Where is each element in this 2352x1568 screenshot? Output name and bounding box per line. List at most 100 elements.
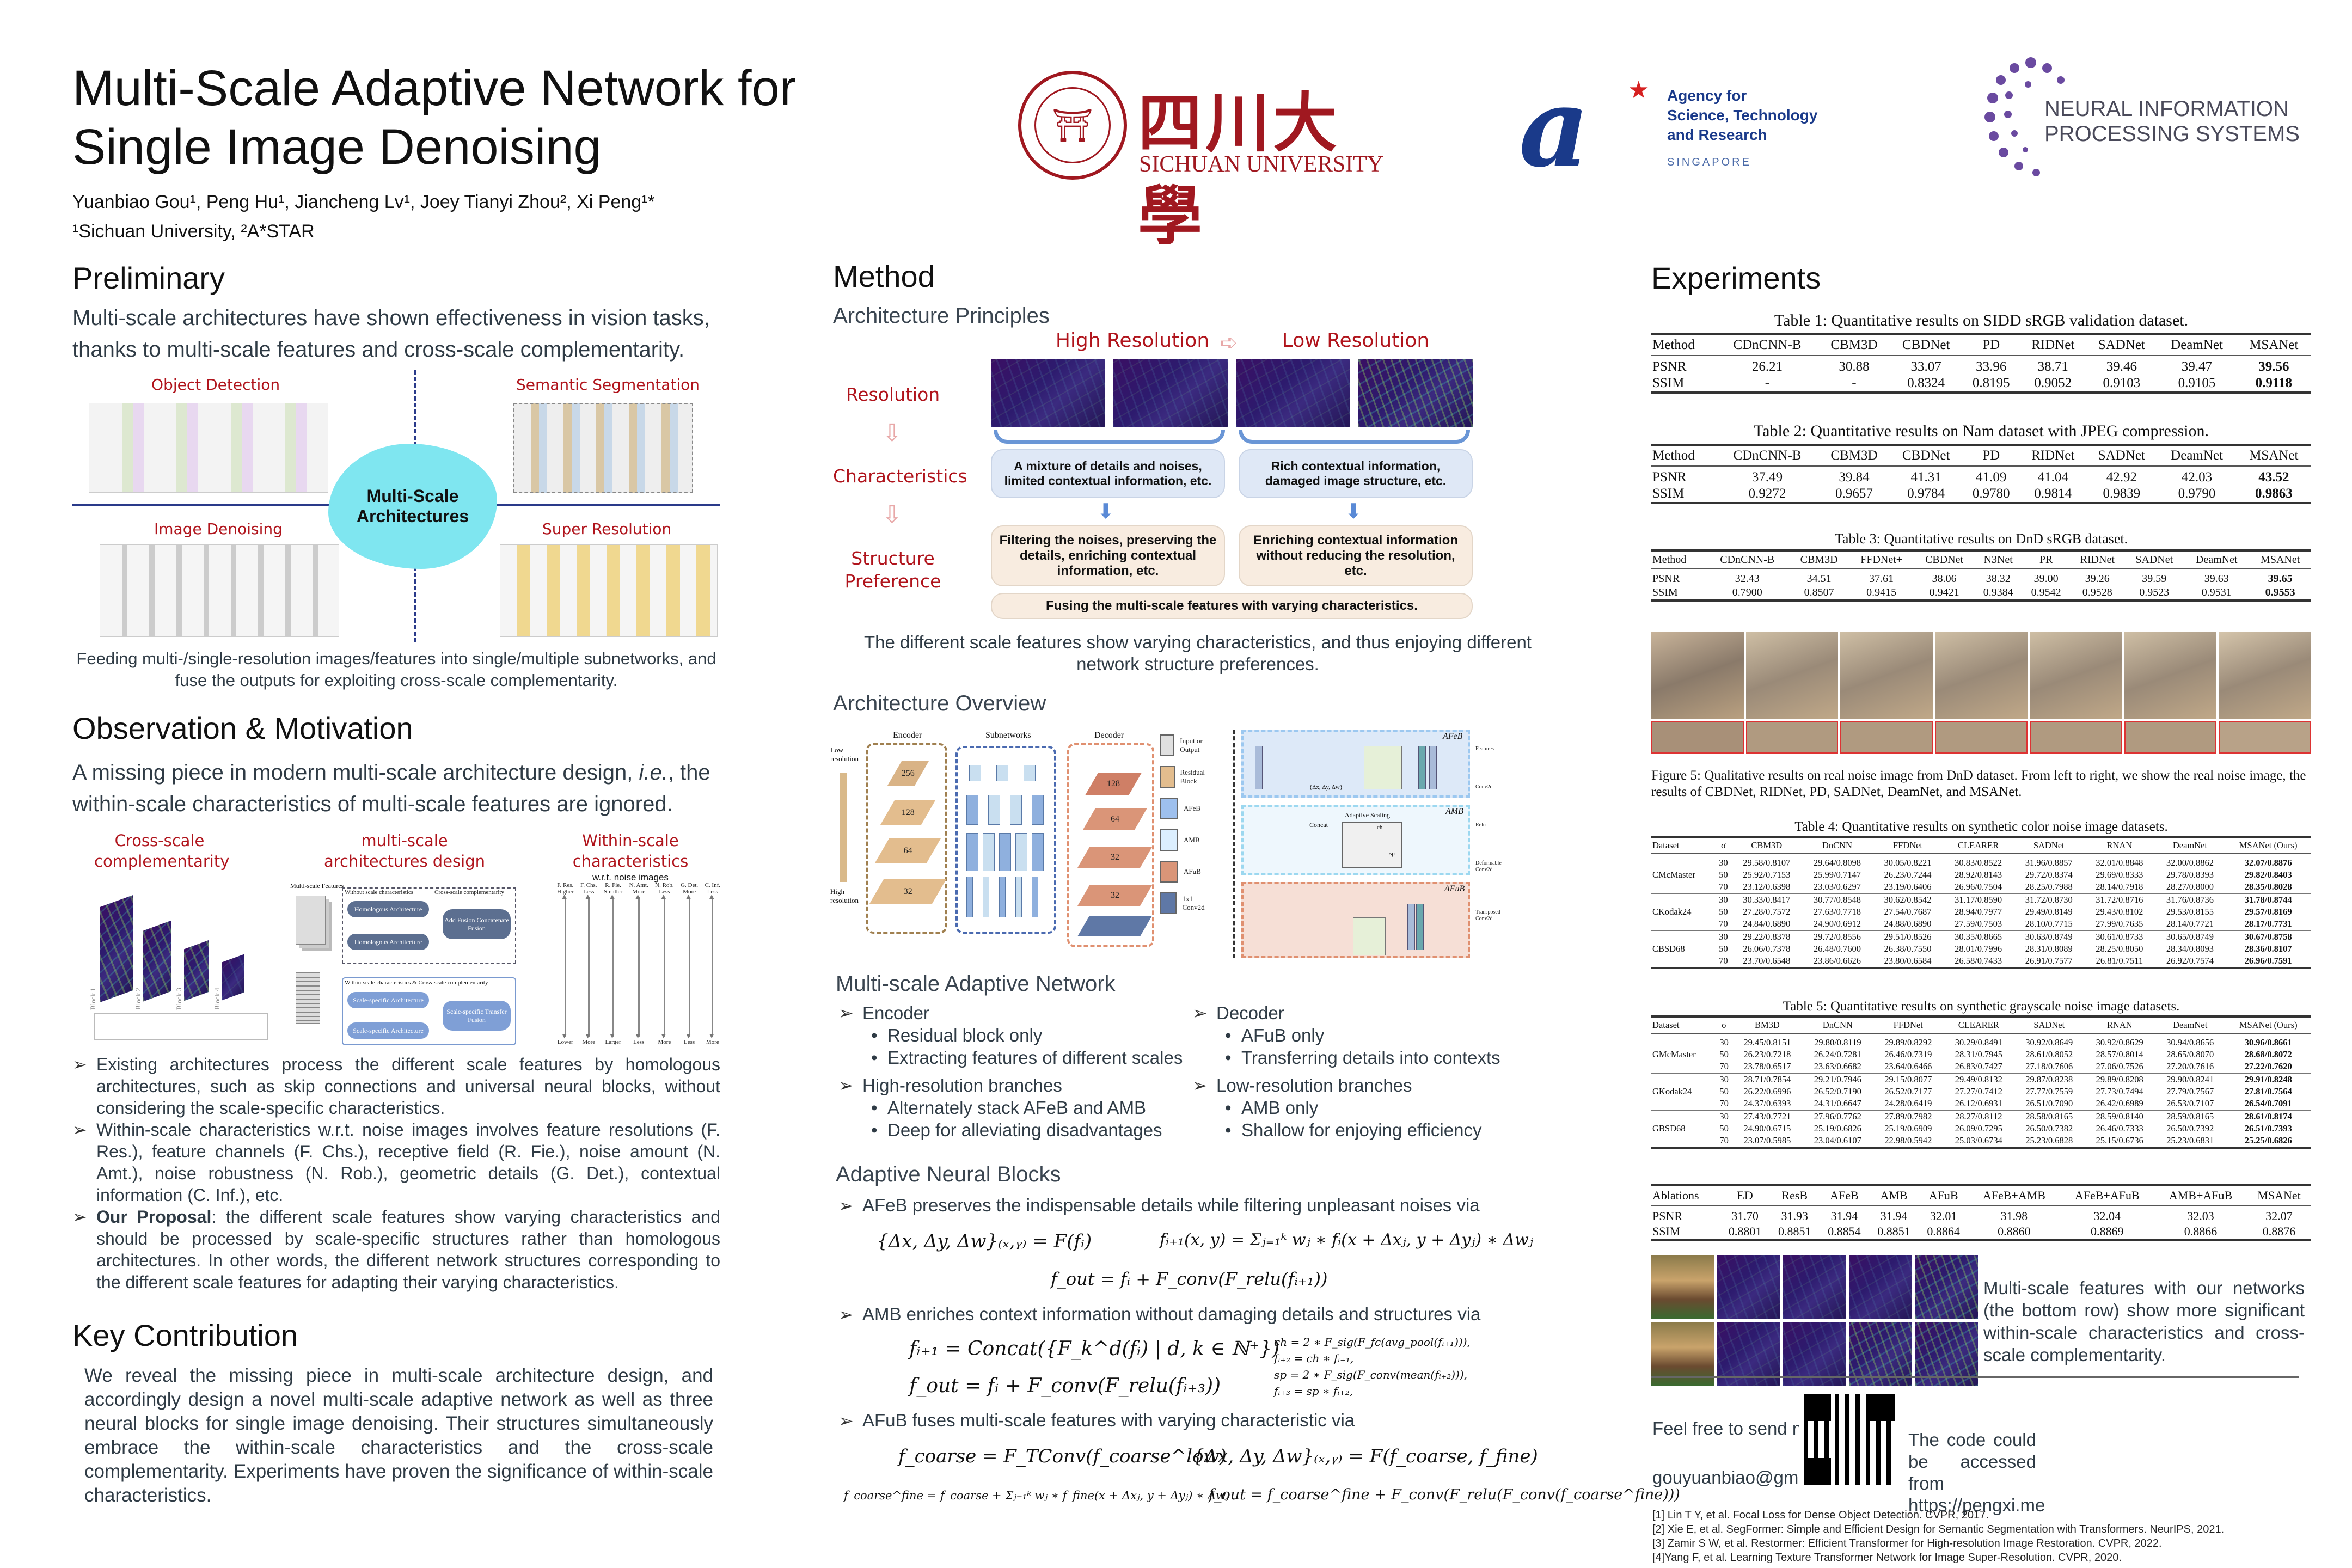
table-cell: 32.03 bbox=[2187, 1209, 2214, 1223]
divider bbox=[1233, 730, 1235, 958]
table-cell: 26.46/0.7333 bbox=[2096, 1123, 2143, 1134]
afeb-bar bbox=[1032, 833, 1044, 871]
table-cell: 28.58/0.8165 bbox=[2014, 1110, 2085, 1123]
table-cell: 0.8507 bbox=[1804, 586, 1834, 598]
channel-label: 64 bbox=[1110, 814, 1119, 824]
table-row: 70 24.37/0.6393 24.31/0.6647 24.28/0.6419 26… bbox=[1651, 1098, 2311, 1110]
table-cell bbox=[1651, 1098, 1716, 1110]
equation: {Δx, Δy, Δw}₍ₓ,ᵧ₎ = F(f_coarse, f_fine) bbox=[1192, 1445, 1538, 1467]
table-cell: 43.52 bbox=[2258, 470, 2289, 485]
channel-label: 256 bbox=[902, 768, 915, 778]
table-cell: 30.88 bbox=[1839, 359, 1870, 374]
table-cell: 27.96/0.7762 bbox=[1802, 1110, 1873, 1123]
references: [1] Lin T Y, et al. Focal Loss for Dense… bbox=[1652, 1508, 2306, 1565]
table-cell: 29.72/0.8374 bbox=[2025, 869, 2073, 880]
table-row: SSIM 0.9272 0.9657 0.9784 0.9780 0.9814 0.9839… bbox=[1651, 486, 2311, 503]
table-cell: 28.68/0.8072 bbox=[2244, 1049, 2292, 1059]
legend-label: 1x1 Conv2d bbox=[1182, 895, 1205, 911]
table-cell: 50 bbox=[1719, 1049, 1729, 1059]
input-photo bbox=[1651, 1322, 1714, 1386]
table-cell: PSNR bbox=[1652, 359, 1687, 374]
double-arrow-icon: ▲ ▼ bbox=[634, 893, 642, 1040]
equation: fᵢ₊₃ = sp ∗ fᵢ₊₂, bbox=[1274, 1385, 1353, 1398]
table-cell: 28.01/0.7996 bbox=[1955, 944, 2002, 954]
label-without-scale: Without scale characteristics bbox=[345, 889, 414, 896]
table-row: 30 28.71/0.7854 29.21/0.7946 29.15/0.8077 29… bbox=[1651, 1073, 2311, 1086]
qualitative-results-strip bbox=[1651, 632, 2311, 754]
without-scale-box bbox=[342, 887, 516, 964]
table-cell: 25.92/0.7153 bbox=[1743, 869, 1791, 880]
label-multi-features: Multi-scale Features bbox=[290, 882, 344, 890]
table-cell: 70 bbox=[1719, 918, 1728, 929]
equation: f_out = fᵢ + F_conv(F_relu(fᵢ₊₁)) bbox=[1051, 1269, 1328, 1289]
table-header-row: Method CDnCNN-B CBM3D CBDNet PD RIDNet SADNet D… bbox=[1651, 334, 2311, 356]
column-header: AFeB+AFuB bbox=[2060, 1185, 2154, 1206]
table-cell: 50 bbox=[1719, 869, 1728, 880]
down-arrow-icon: ⇩ bbox=[882, 501, 902, 528]
result-image bbox=[2219, 632, 2311, 719]
table-header-row: Ablations ED ResB AFeB AMB AFuB AFeB+AMB AFeB+A… bbox=[1651, 1185, 2311, 1206]
column-header: RNAN bbox=[2084, 1016, 2155, 1034]
table-cell: 26.52/0.7177 bbox=[1884, 1086, 1932, 1097]
table-cell: 28.57/0.8014 bbox=[2096, 1049, 2143, 1059]
table-cell: 28.61/0.8052 bbox=[2025, 1049, 2073, 1059]
table-cell: 41.04 bbox=[2037, 470, 2068, 485]
table-cell: 29.72/0.8556 bbox=[1802, 930, 1873, 943]
table1-container: Table 1: Quantitative results on SIDD sR… bbox=[1651, 311, 2311, 394]
table-cell: 27.20/0.7616 bbox=[2166, 1061, 2214, 1071]
table-cell: 23.03/0.6297 bbox=[1813, 881, 1861, 892]
table-row: PSNR 26.21 30.88 33.07 33.96 38.71 39.46 39.47 3… bbox=[1651, 356, 2311, 375]
table-cell: 41.09 bbox=[1976, 470, 2007, 485]
axis-column: F. Chs. Less ▲ ▼ More bbox=[580, 882, 597, 1045]
list-item: Extracting features of different scales bbox=[871, 1046, 1192, 1069]
amb-bar bbox=[1015, 833, 1027, 871]
adaptive-scaling-box: ch sp bbox=[1342, 822, 1402, 868]
table5: Dataset σ BM3D DnCNN FFDNet CLEARER SADNet RNAN… bbox=[1651, 1015, 2311, 1149]
table-cell: 30.92/0.8649 bbox=[2025, 1037, 2073, 1048]
group-encoder: EncoderResidual block onlyExtracting fea… bbox=[838, 1002, 1192, 1069]
table-cell: 24.84/0.6890 bbox=[1743, 918, 1791, 929]
legend-label: Deformable Conv2d bbox=[1475, 860, 1502, 873]
legend-label: Features bbox=[1475, 746, 1494, 752]
qr-code[interactable] bbox=[1799, 1389, 1900, 1490]
table-cell: 0.7900 bbox=[1732, 586, 1762, 598]
table-cell: 27.18/0.7606 bbox=[2025, 1061, 2073, 1071]
equation: f_out = f_coarse^fine + F_conv(F_relu(F_… bbox=[1209, 1486, 1680, 1503]
results-table: Method CDnCNN-B CBM3D CBDNet PD RIDNet SADNet D… bbox=[1651, 333, 2311, 394]
column-header: FFDNet bbox=[1872, 837, 1943, 854]
table-row: 30 30.33/0.8417 30.77/0.8548 30.62/0.8542 31… bbox=[1651, 893, 2311, 906]
column-header: AMB+AFuB bbox=[2154, 1185, 2247, 1206]
table-row: PSNR 31.70 31.93 31.94 31.94 32.01 31.98 32.04 3… bbox=[1651, 1205, 2311, 1224]
table-cell: 28.27/0.8112 bbox=[1943, 1110, 2014, 1123]
add-fusion-box: Add Fusion Concatenate Fusion bbox=[443, 909, 511, 939]
axis-bottom-label: Larger bbox=[605, 1039, 621, 1045]
column-header: CBM3D bbox=[1731, 837, 1802, 854]
table-cell: 24.28/0.6419 bbox=[1884, 1098, 1932, 1108]
table3-container: Table 3: Quantitative results on DnD sRG… bbox=[1651, 531, 2311, 602]
neurips-line: PROCESSING SYSTEMS bbox=[2044, 122, 2300, 146]
label-cross-scale: Cross-scale complementarity bbox=[434, 889, 504, 896]
legend-label: Transposed Conv2d bbox=[1475, 909, 1500, 922]
table-cell: 26.50/0.7392 bbox=[2166, 1123, 2214, 1134]
preliminary-text: Multi-scale architectures have shown eff… bbox=[72, 306, 710, 362]
table-cell: 28.36/0.8107 bbox=[2244, 944, 2292, 954]
transfer-fusion-box: Scale-specific Transfer Fusion bbox=[443, 1001, 511, 1031]
table-cell: 26.09/0.7295 bbox=[1955, 1123, 2002, 1134]
table-cell bbox=[1651, 918, 1716, 930]
afub-description: AFuB fuses multi-scale features with var… bbox=[838, 1410, 1552, 1431]
table-cell: 32.01 bbox=[1930, 1209, 1957, 1223]
table-cell: 29.82/0.8403 bbox=[2244, 869, 2292, 880]
amb-bar bbox=[969, 765, 981, 781]
results-table: Method CDnCNN-B CBM3D FFDNet+ CBDNet N3Net PR R… bbox=[1651, 549, 2311, 602]
bullet-existing: Existing architectures process the diffe… bbox=[72, 1054, 720, 1119]
result-image bbox=[2029, 632, 2122, 719]
amb-bar bbox=[1024, 765, 1036, 781]
table-cell: 31.76/0.8736 bbox=[2154, 893, 2226, 906]
table-row: CKodak24 50 27.28/0.7572 27.63/0.7718 27.54/… bbox=[1651, 906, 2311, 918]
table-cell: 26.51/0.7090 bbox=[2025, 1098, 2073, 1108]
table-cell: 25.99/0.7147 bbox=[1813, 869, 1861, 880]
affiliations: ¹Sichuan University, ²A*STAR bbox=[72, 221, 315, 242]
table-cell: 32.00/0.8862 bbox=[2166, 857, 2214, 868]
block-label: Block 2 bbox=[134, 988, 142, 1010]
table-cell: CBSD68 bbox=[1652, 944, 1685, 954]
